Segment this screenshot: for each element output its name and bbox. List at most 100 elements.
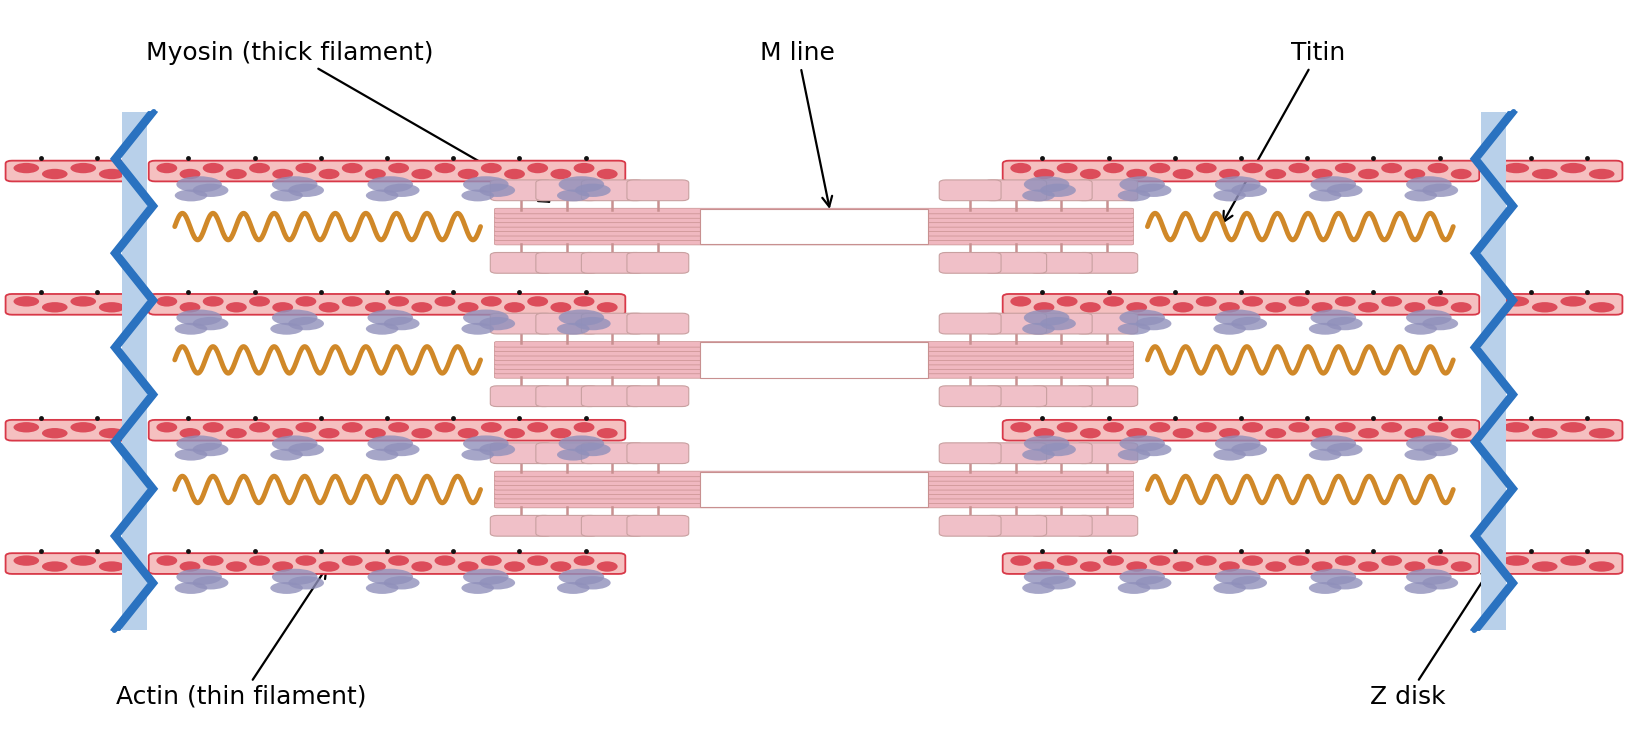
Ellipse shape	[272, 309, 317, 326]
Ellipse shape	[366, 449, 399, 461]
FancyBboxPatch shape	[1496, 161, 1623, 181]
FancyBboxPatch shape	[1076, 252, 1138, 273]
Ellipse shape	[1214, 569, 1260, 585]
FancyBboxPatch shape	[536, 386, 597, 407]
FancyBboxPatch shape	[5, 161, 132, 181]
FancyBboxPatch shape	[148, 161, 625, 181]
Ellipse shape	[461, 189, 493, 201]
Ellipse shape	[368, 569, 414, 585]
FancyBboxPatch shape	[939, 180, 1001, 200]
Ellipse shape	[1127, 562, 1148, 571]
Ellipse shape	[575, 183, 610, 197]
Ellipse shape	[435, 422, 456, 433]
FancyBboxPatch shape	[985, 516, 1047, 536]
Ellipse shape	[1011, 296, 1031, 306]
Ellipse shape	[1213, 449, 1245, 461]
Ellipse shape	[558, 569, 604, 585]
Ellipse shape	[1423, 183, 1459, 197]
Ellipse shape	[1197, 163, 1216, 173]
Ellipse shape	[174, 189, 207, 201]
Ellipse shape	[270, 323, 303, 335]
Ellipse shape	[156, 422, 177, 433]
Ellipse shape	[1265, 169, 1286, 179]
Ellipse shape	[99, 428, 124, 439]
FancyBboxPatch shape	[495, 502, 1133, 508]
FancyBboxPatch shape	[490, 180, 552, 200]
Ellipse shape	[1335, 163, 1356, 173]
FancyBboxPatch shape	[495, 372, 1133, 378]
Ellipse shape	[288, 576, 324, 589]
FancyBboxPatch shape	[985, 443, 1047, 464]
Ellipse shape	[1335, 422, 1356, 433]
FancyBboxPatch shape	[1003, 161, 1480, 181]
Ellipse shape	[1104, 163, 1123, 173]
Ellipse shape	[204, 163, 223, 173]
Ellipse shape	[527, 556, 549, 566]
Ellipse shape	[1405, 428, 1424, 439]
Ellipse shape	[99, 562, 124, 571]
FancyBboxPatch shape	[939, 386, 1001, 407]
Ellipse shape	[435, 296, 456, 306]
Ellipse shape	[457, 428, 479, 439]
Ellipse shape	[1311, 569, 1356, 585]
Ellipse shape	[457, 302, 479, 312]
Ellipse shape	[174, 449, 207, 461]
FancyBboxPatch shape	[122, 112, 147, 630]
Ellipse shape	[387, 556, 409, 566]
Ellipse shape	[1057, 422, 1078, 433]
FancyBboxPatch shape	[5, 420, 132, 441]
Ellipse shape	[527, 422, 549, 433]
Ellipse shape	[368, 176, 414, 192]
Ellipse shape	[1079, 562, 1101, 571]
Ellipse shape	[1407, 176, 1452, 192]
Ellipse shape	[342, 296, 363, 306]
FancyBboxPatch shape	[495, 346, 1133, 352]
Ellipse shape	[1309, 582, 1341, 594]
Ellipse shape	[42, 562, 68, 571]
Ellipse shape	[573, 422, 594, 433]
Ellipse shape	[1327, 443, 1363, 456]
Ellipse shape	[272, 169, 293, 179]
Ellipse shape	[1242, 163, 1263, 173]
Ellipse shape	[13, 556, 39, 566]
FancyBboxPatch shape	[581, 516, 643, 536]
FancyBboxPatch shape	[148, 554, 625, 574]
FancyBboxPatch shape	[1031, 386, 1092, 407]
Ellipse shape	[249, 556, 270, 566]
Ellipse shape	[461, 323, 493, 335]
FancyBboxPatch shape	[495, 350, 1133, 356]
Ellipse shape	[1213, 582, 1245, 594]
Ellipse shape	[1428, 422, 1449, 433]
FancyBboxPatch shape	[536, 443, 597, 464]
FancyBboxPatch shape	[536, 252, 597, 273]
FancyBboxPatch shape	[536, 313, 597, 334]
FancyBboxPatch shape	[627, 516, 689, 536]
Ellipse shape	[1327, 183, 1363, 197]
Ellipse shape	[1309, 449, 1341, 461]
Ellipse shape	[1040, 443, 1076, 456]
FancyBboxPatch shape	[1076, 313, 1138, 334]
Ellipse shape	[1407, 436, 1452, 452]
Ellipse shape	[1057, 296, 1078, 306]
Ellipse shape	[1057, 556, 1078, 566]
Ellipse shape	[42, 428, 68, 439]
Polygon shape	[111, 112, 158, 630]
Ellipse shape	[1219, 562, 1241, 571]
Ellipse shape	[1104, 296, 1123, 306]
Ellipse shape	[319, 428, 340, 439]
Ellipse shape	[557, 449, 589, 461]
FancyBboxPatch shape	[495, 226, 1133, 232]
Ellipse shape	[1381, 163, 1402, 173]
FancyBboxPatch shape	[1496, 420, 1623, 441]
Ellipse shape	[176, 176, 221, 192]
Ellipse shape	[1040, 317, 1076, 330]
FancyBboxPatch shape	[5, 294, 132, 315]
FancyBboxPatch shape	[5, 554, 132, 574]
Ellipse shape	[1024, 436, 1070, 452]
Ellipse shape	[1309, 189, 1341, 201]
Ellipse shape	[1118, 189, 1151, 201]
Ellipse shape	[288, 443, 324, 456]
Ellipse shape	[1312, 169, 1333, 179]
Ellipse shape	[365, 302, 386, 312]
Ellipse shape	[249, 422, 270, 433]
